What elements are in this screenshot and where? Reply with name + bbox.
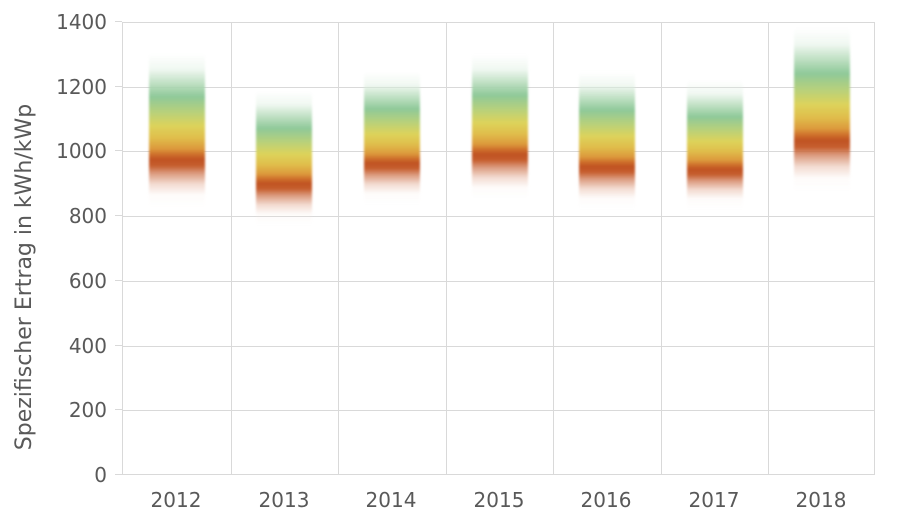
y-tick-mark-1400: [115, 21, 122, 22]
gridline-x-6: [768, 23, 769, 474]
gridline-y-600: [123, 281, 874, 282]
y-tick-label-1200: 1200: [56, 75, 107, 99]
distribution-bar-2017: [687, 81, 743, 209]
gridline-x-4: [553, 23, 554, 474]
x-tick-label-2012: 2012: [150, 488, 202, 512]
plot-area: [122, 22, 875, 475]
y-tick-label-600: 600: [68, 269, 107, 293]
x-tick-label-2015: 2015: [473, 488, 525, 512]
y-tick-mark-1000: [115, 150, 122, 151]
x-tick-label-2016: 2016: [580, 488, 632, 512]
y-tick-label-400: 400: [68, 334, 107, 358]
gridline-y-400: [123, 346, 874, 347]
distribution-bar-2014: [364, 71, 420, 205]
y-tick-mark-200: [115, 409, 122, 410]
x-tick-label-2014: 2014: [365, 488, 417, 512]
y-tick-label-800: 800: [68, 204, 107, 228]
gridline-x-5: [661, 23, 662, 474]
y-tick-mark-1200: [115, 86, 122, 87]
distribution-bar-2016: [579, 71, 635, 209]
y-tick-mark-800: [115, 215, 122, 216]
y-tick-label-0: 0: [94, 463, 107, 487]
gridline-x-3: [446, 23, 447, 474]
gridline-x-2: [338, 23, 339, 474]
x-tick-label-2013: 2013: [258, 488, 310, 512]
distribution-bar-2015: [472, 55, 528, 200]
x-tick-label-2018: 2018: [795, 488, 847, 512]
distribution-bar-2012: [149, 53, 205, 208]
gridline-y-200: [123, 410, 874, 411]
y-tick-mark-400: [115, 345, 122, 346]
y-tick-mark-600: [115, 280, 122, 281]
gridline-y-800: [123, 216, 874, 217]
y-tick-label-1000: 1000: [56, 139, 107, 163]
y-tick-label-1400: 1400: [56, 10, 107, 34]
gridline-x-1: [231, 23, 232, 474]
distribution-bar-2018: [794, 27, 850, 192]
x-tick-label-2017: 2017: [688, 488, 740, 512]
distribution-bar-2013: [256, 90, 312, 226]
y-tick-mark-0: [115, 474, 122, 475]
y-tick-label-200: 200: [68, 398, 107, 422]
